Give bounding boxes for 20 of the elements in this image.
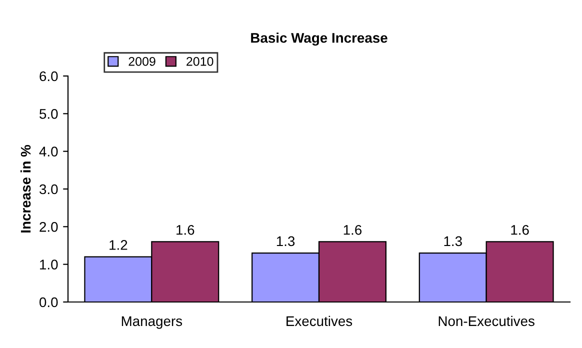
y-tick-label: 6.0 bbox=[40, 71, 58, 82]
y-tick-label: 2.0 bbox=[40, 222, 58, 232]
legend-label: 2010 bbox=[186, 57, 214, 66]
y-tick-label: 1.0 bbox=[40, 260, 58, 270]
x-tick-label: Non-Executives bbox=[438, 316, 534, 326]
legend-label: 2009 bbox=[128, 57, 156, 66]
y-tick-label: 5.0 bbox=[40, 109, 58, 119]
chart-title: Basic Wage Increase bbox=[251, 32, 388, 46]
data-label: 1.2 bbox=[110, 240, 128, 250]
x-tick-label: Managers bbox=[122, 316, 182, 329]
data-label: 1.6 bbox=[344, 224, 362, 235]
x-tick-label: Executives bbox=[286, 316, 352, 326]
y-tick-label: 4.0 bbox=[39, 146, 58, 157]
y-tick-label: 3.0 bbox=[40, 184, 58, 194]
data-label: 1.6 bbox=[176, 224, 194, 235]
y-axis-title: Increase in % bbox=[20, 144, 31, 232]
data-label: 1.6 bbox=[511, 224, 529, 235]
data-label: 1.3 bbox=[444, 236, 462, 246]
y-tick-label: 0.0 bbox=[40, 297, 58, 308]
data-label: 1.3 bbox=[276, 236, 295, 246]
